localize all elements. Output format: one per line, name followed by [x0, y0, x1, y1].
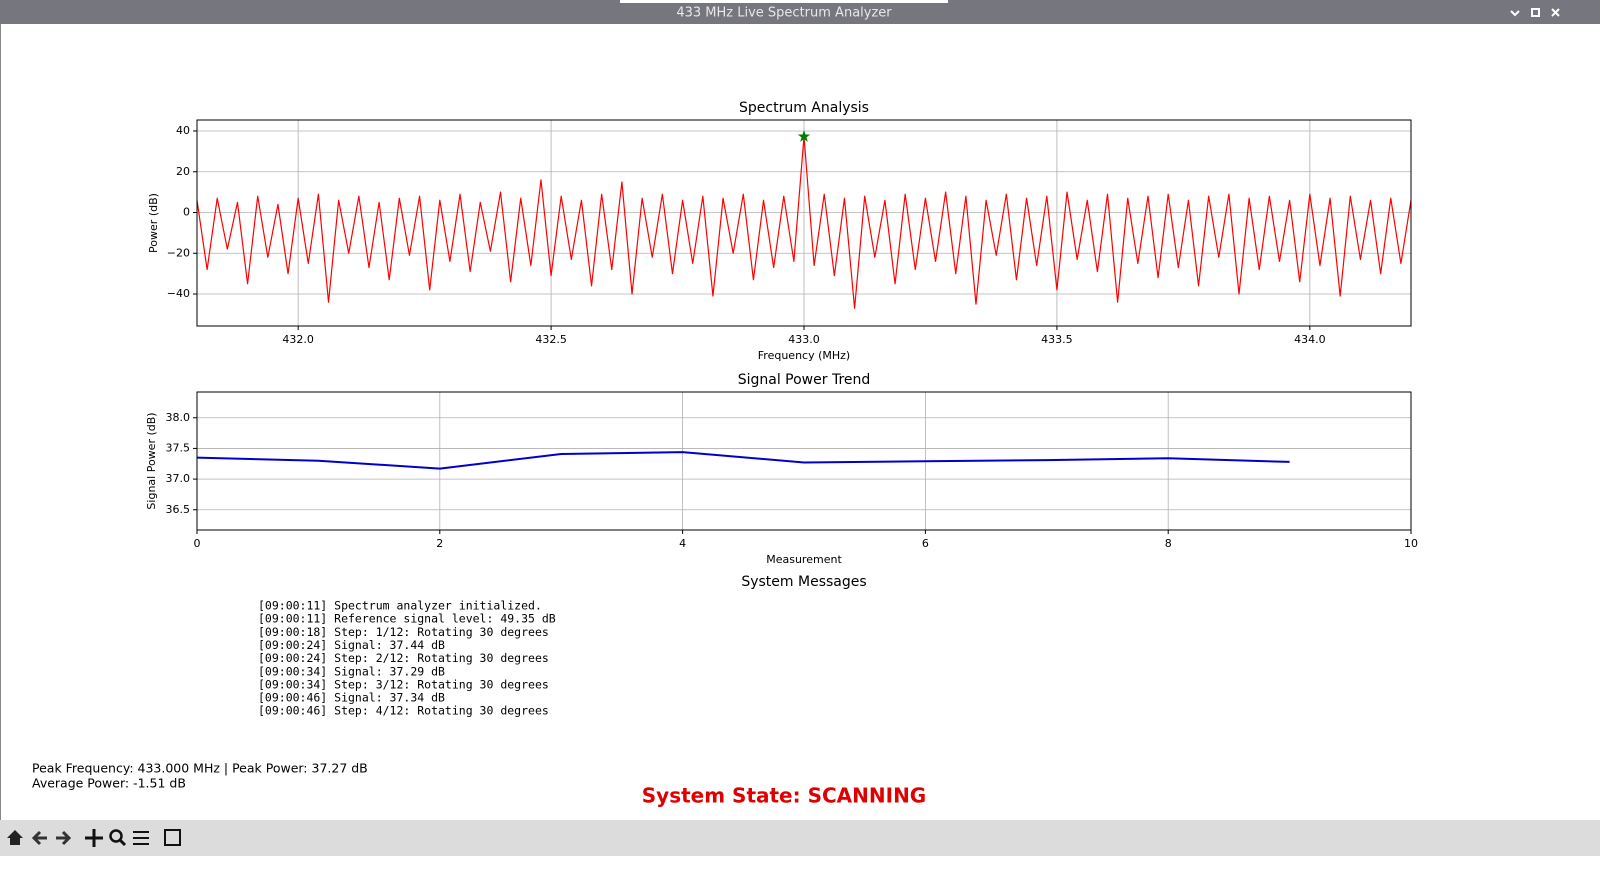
- save-button[interactable]: [164, 829, 181, 846]
- configure-button[interactable]: [133, 831, 149, 845]
- peak-marker: [797, 130, 811, 142]
- axes-frame: [196, 391, 1412, 531]
- x-tick-label: 6: [922, 537, 929, 550]
- x-tick-label: 0: [194, 537, 201, 550]
- x-tick-label: 4: [679, 537, 686, 550]
- y-axis-label: Power (dB): [147, 193, 160, 253]
- back-button[interactable]: [31, 830, 47, 846]
- message-line: [09:00:11] Spectrum analyzer initialized…: [258, 599, 542, 613]
- y-tick-label: 36.5: [166, 503, 191, 516]
- x-tick-label: 8: [1165, 537, 1172, 550]
- axes-title: Signal Power Trend: [738, 372, 871, 388]
- message-line: [09:00:46] Signal: 37.34 dB: [258, 691, 445, 705]
- x-tick-label: 433.0: [788, 333, 820, 346]
- x-axis-label: Measurement: [766, 553, 842, 566]
- y-tick-label: −20: [167, 246, 190, 259]
- x-tick-label: 434.0: [1294, 333, 1326, 346]
- zoom-button[interactable]: [109, 829, 127, 847]
- peak-info: Peak Frequency: 433.000 MHz | Peak Power…: [32, 761, 368, 776]
- y-tick-label: 0: [183, 206, 190, 219]
- zoom-handle[interactable]: [118, 838, 127, 847]
- message-line: [09:00:24] Signal: 37.44 dB: [258, 638, 445, 652]
- home-button[interactable]: [7, 830, 23, 845]
- data-line: [196, 451, 1290, 470]
- title-tab: [620, 0, 948, 3]
- zoom-icon[interactable]: [109, 829, 123, 843]
- average-info: Average Power: -1.51 dB: [32, 776, 186, 791]
- x-tick-label: 433.5: [1041, 333, 1073, 346]
- y-tick-label: 37.0: [166, 472, 191, 485]
- forward-button[interactable]: [56, 830, 72, 846]
- message-line: [09:00:34] Signal: 37.29 dB: [258, 664, 445, 678]
- message-line: [09:00:24] Step: 2/12: Rotating 30 degre…: [258, 651, 549, 665]
- y-tick-label: −40: [167, 287, 190, 300]
- window-title: 433 MHz Live Spectrum Analyzer: [676, 6, 892, 21]
- axes-frame: [196, 119, 1412, 327]
- title-bar: [0, 0, 1600, 24]
- system-state: System State: SCANNING: [642, 784, 926, 808]
- x-tick-label: 432.5: [535, 333, 567, 346]
- maximize-button[interactable]: [1531, 8, 1540, 17]
- pan-button[interactable]: [85, 829, 103, 847]
- x-tick-label: 2: [436, 537, 443, 550]
- axes-title: Spectrum Analysis: [739, 100, 869, 116]
- messages-title: System Messages: [741, 574, 866, 590]
- y-tick-label: 20: [176, 165, 190, 178]
- x-tick-label: 10: [1404, 537, 1418, 550]
- message-line: [09:00:11] Reference signal level: 49.35…: [258, 612, 556, 626]
- y-axis-label: Signal Power (dB): [145, 412, 158, 509]
- close-button[interactable]: [1551, 8, 1560, 17]
- x-axis-label: Frequency (MHz): [758, 349, 850, 362]
- message-line: [09:00:18] Step: 1/12: Rotating 30 degre…: [258, 625, 549, 639]
- x-tick-label: 432.0: [282, 333, 314, 346]
- y-tick-label: 38.0: [166, 411, 191, 424]
- message-line: [09:00:34] Step: 3/12: Rotating 30 degre…: [258, 677, 549, 691]
- toolbar: [0, 820, 1600, 856]
- message-line: [09:00:46] Step: 4/12: Rotating 30 degre…: [258, 704, 549, 718]
- minimize-button[interactable]: [1510, 10, 1520, 17]
- y-tick-label: 37.5: [166, 441, 191, 454]
- y-tick-label: 40: [176, 124, 190, 137]
- messages: [09:00:11] Spectrum analyzer initialized…: [258, 599, 556, 718]
